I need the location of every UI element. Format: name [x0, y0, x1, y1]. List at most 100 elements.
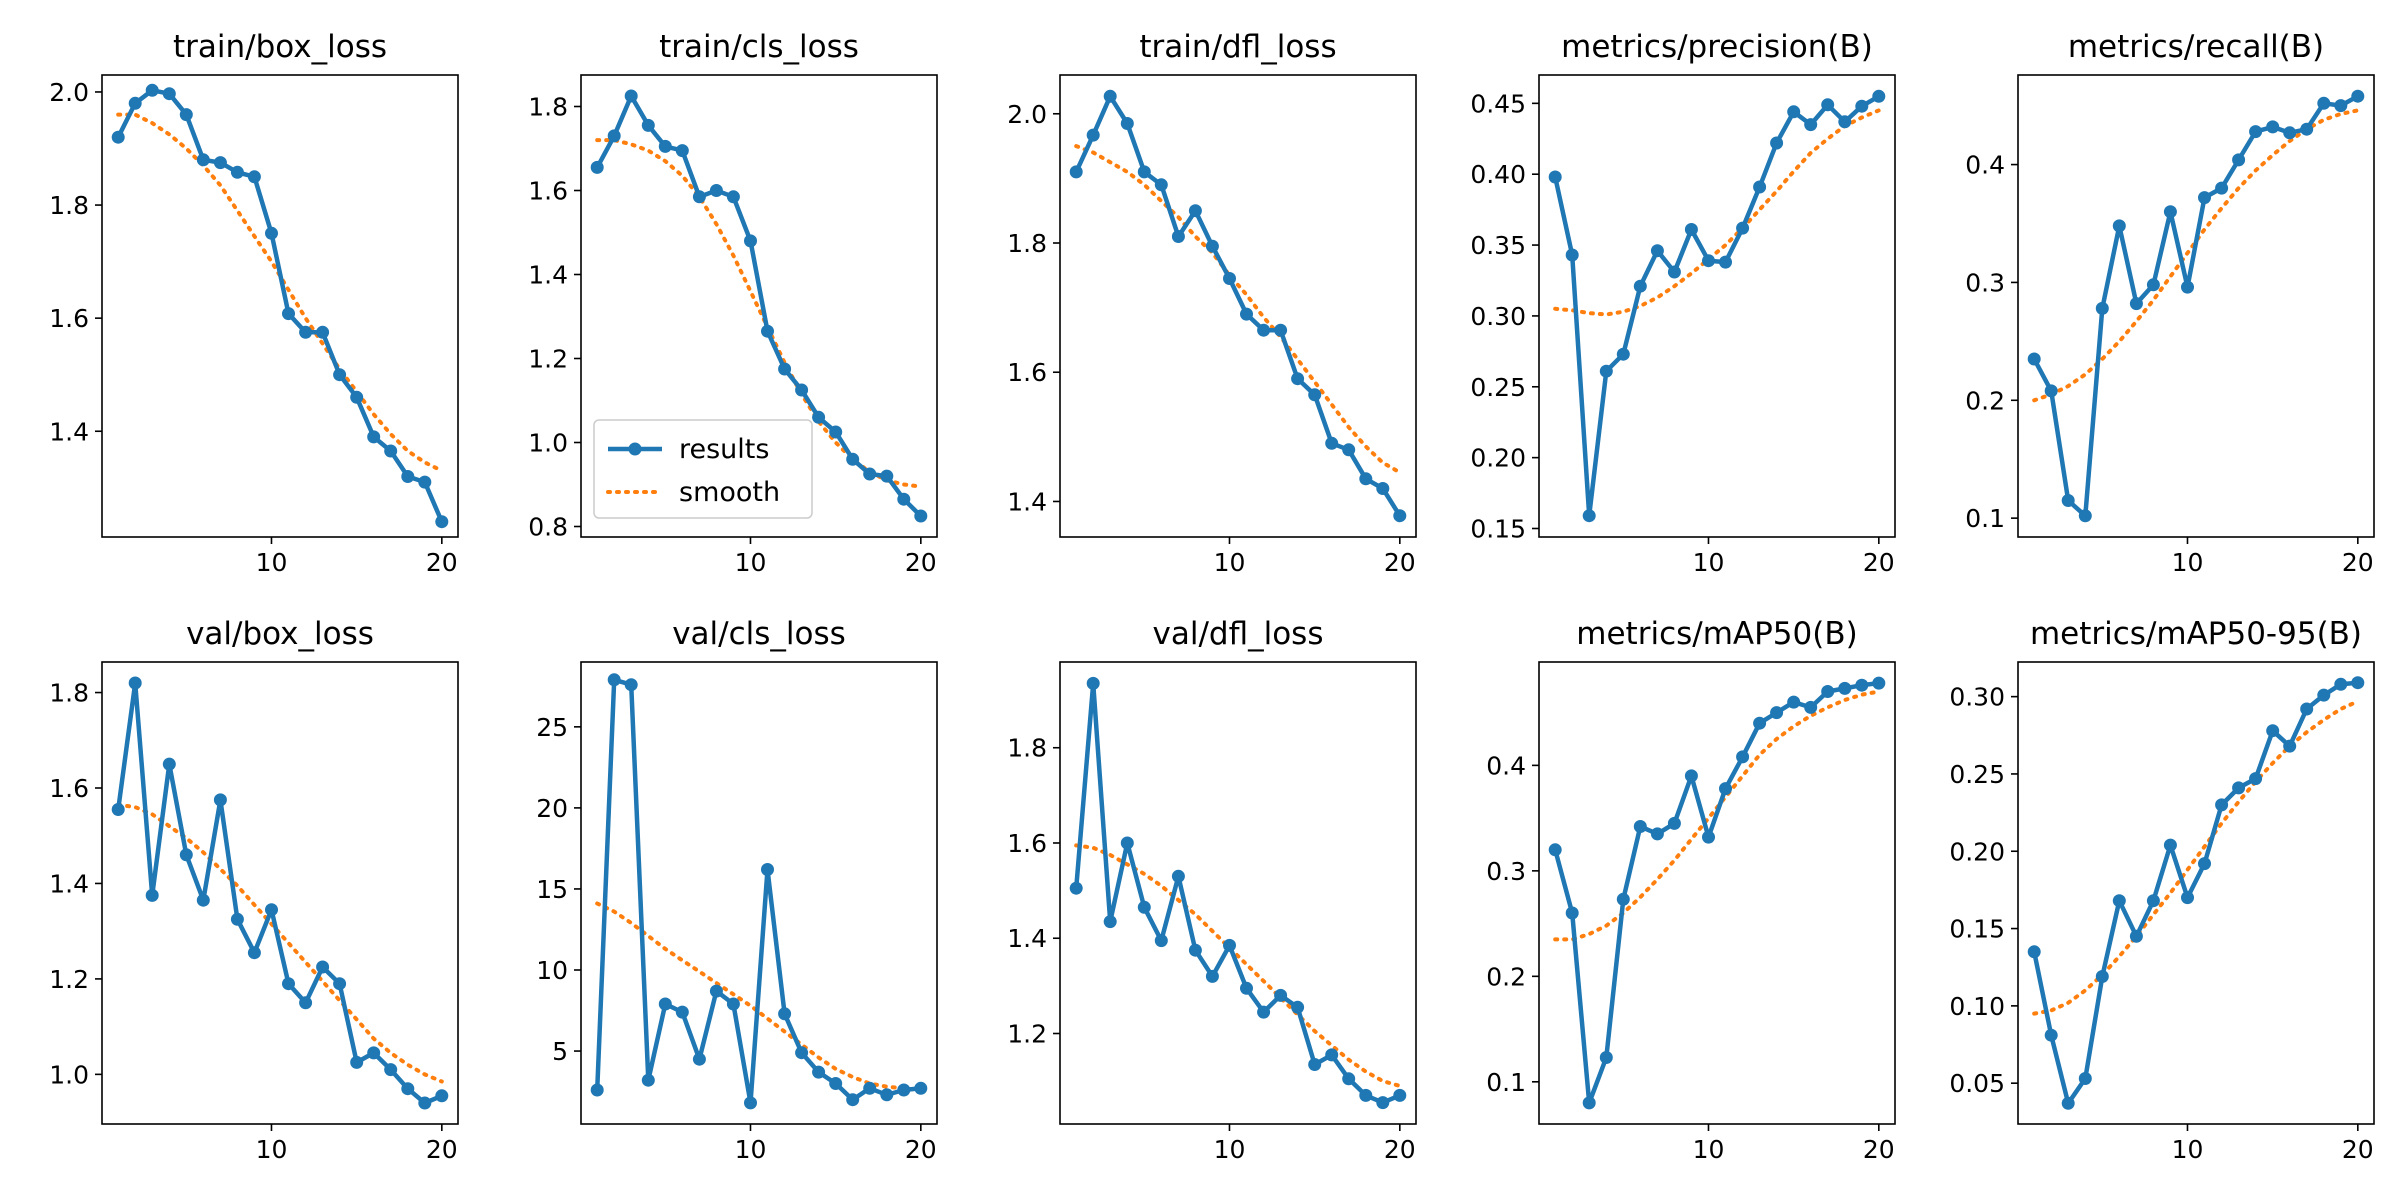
results-point	[1736, 750, 1750, 764]
results-point	[2078, 1072, 2092, 1085]
results-point	[812, 410, 826, 424]
results-point	[1376, 1096, 1390, 1110]
subplot-9: metrics/mAP50(B) 10 20 0.1 0.2 0.3 0.4	[1486, 616, 1896, 1164]
results-series-line	[2031, 680, 2359, 1106]
results-point	[2198, 191, 2211, 205]
results-point	[1240, 981, 1253, 995]
results-point	[265, 903, 278, 917]
results-point	[367, 430, 381, 444]
results-point	[128, 96, 142, 110]
smooth-series-line	[116, 802, 444, 1084]
results-point	[1872, 89, 1886, 103]
results-point	[1582, 509, 1596, 523]
results-point	[2146, 278, 2160, 292]
results-point	[1120, 836, 1134, 850]
axes-frame	[2017, 661, 2375, 1125]
y-tick-label: 1.8	[49, 191, 89, 220]
results-point	[1205, 239, 1219, 253]
results-point	[1616, 892, 1630, 906]
subplot-title: train/dfl_loss	[1139, 29, 1336, 65]
legend-box	[593, 419, 813, 519]
y-tick-label: 1.4	[1007, 924, 1047, 953]
subplot-5: metrics/recall(B) 10 20 0.1 0.2 0.3 0.4	[1965, 29, 2375, 577]
results-point	[829, 1077, 843, 1090]
results-series-line	[115, 680, 443, 1106]
results-point	[282, 977, 295, 991]
results-point	[2317, 688, 2331, 702]
results-point	[196, 153, 210, 167]
results-point	[2027, 945, 2041, 959]
y-tick-label: 1.0	[49, 1060, 89, 1089]
results-point	[812, 1065, 826, 1079]
y-tick-label: 1.8	[1007, 734, 1047, 763]
y-tick-label: 20	[536, 794, 568, 823]
results-point	[1650, 244, 1664, 258]
results-point	[1855, 678, 1869, 692]
results-point	[1667, 265, 1681, 279]
results-point	[384, 444, 398, 458]
results-point	[2215, 798, 2229, 812]
results-point	[1240, 307, 1253, 321]
x-tick-label: 20	[1863, 548, 1895, 577]
subplot-4: metrics/precision(B) 10 20 0.15 0.20 0.25 0.30…	[1470, 29, 1896, 577]
y-tick-label: 0.30	[1470, 302, 1526, 331]
results-point	[196, 893, 210, 907]
results-point	[897, 492, 911, 506]
results-series-line	[594, 677, 922, 1106]
y-tick-label: 0.30	[1949, 683, 2005, 712]
results-point	[1838, 115, 1852, 129]
y-tick-label: 1.8	[49, 679, 89, 708]
results-point	[914, 1081, 928, 1095]
y-tick-label: 0.10	[1949, 992, 2005, 1021]
results-point	[761, 863, 774, 876]
y-tick-label: 1.6	[528, 177, 568, 206]
results-point	[179, 108, 193, 122]
results-point	[162, 87, 176, 101]
results-point	[1702, 254, 1715, 268]
results-point	[1582, 1096, 1596, 1110]
results-point	[2232, 781, 2246, 795]
subplot-10: metrics/mAP50-95(B) 10 20 0.05 0.10 0.15 0.20 0…	[1949, 616, 2375, 1164]
results-point	[2181, 280, 2194, 294]
results-point	[401, 1082, 415, 1096]
results-point	[435, 515, 449, 529]
results-point	[2334, 99, 2348, 113]
y-tick-label: 0.40	[1470, 160, 1526, 189]
results-point	[1325, 1048, 1339, 1062]
results-point	[2112, 219, 2126, 233]
subplot-title: train/cls_loss	[659, 29, 859, 65]
subplot-title: train/box_loss	[173, 29, 387, 65]
y-tick-label: 0.45	[1470, 89, 1526, 118]
results-point	[829, 425, 843, 439]
results-point	[1838, 681, 1852, 695]
results-point	[213, 156, 227, 170]
results-point	[2283, 126, 2297, 140]
results-point	[624, 89, 638, 103]
results-point	[744, 1096, 757, 1110]
axes-frame	[101, 661, 459, 1125]
x-tick-label: 10	[1214, 1135, 1246, 1164]
results-point	[350, 390, 364, 404]
results-point	[2078, 509, 2092, 523]
x-tick-label: 20	[905, 548, 937, 577]
results-point	[1223, 938, 1236, 952]
y-tick-label: 5	[552, 1037, 568, 1066]
results-point	[880, 469, 894, 483]
results-point	[1154, 178, 1168, 192]
results-point	[247, 946, 261, 960]
results-point	[145, 83, 159, 97]
y-tick-label: 1.6	[1007, 829, 1047, 858]
x-tick-label: 10	[1693, 548, 1725, 577]
subplot-3: train/dfl_loss 10 20 1.4 1.6 1.8 2.0	[1007, 29, 1417, 577]
subplot-7: val/cls_loss 10 20 5 10 15 20 25	[536, 616, 938, 1164]
results-point	[2215, 181, 2229, 195]
axes-frame	[580, 661, 938, 1125]
results-point	[128, 676, 142, 690]
results-point	[795, 1046, 809, 1060]
legend-results-label: results	[679, 434, 769, 465]
results-point	[1069, 881, 1083, 895]
x-tick-label: 20	[905, 1135, 937, 1164]
results-point	[2351, 676, 2365, 690]
subplot-title: val/cls_loss	[672, 616, 846, 652]
y-tick-label: 1.6	[49, 774, 89, 803]
